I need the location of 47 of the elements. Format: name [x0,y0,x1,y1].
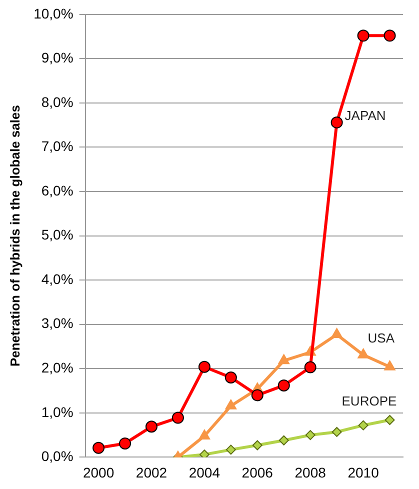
point [225,399,237,410]
point [278,435,289,446]
point [251,389,264,402]
point [332,426,342,437]
point [119,437,132,450]
point [331,328,343,338]
point [198,429,210,440]
point [252,440,262,450]
y-tick-label: 10,0% [34,5,74,22]
x-tick-label: 2004 [188,464,220,480]
series-label: EUROPE [342,394,397,409]
point [384,30,396,42]
point [384,360,396,370]
x-tick-label: 2010 [348,464,380,480]
x-tick-label: 2000 [82,464,114,480]
point [224,371,237,384]
y-tick-label: 4,0% [41,270,74,287]
y-tick-label: 3,0% [41,315,74,332]
point [172,412,184,424]
series-label: USA [368,330,395,346]
y-axis-title: Penetration of hybrids in the globale sales [7,105,22,367]
series-label: JAPAN [344,108,386,124]
point [330,116,343,128]
y-tick-label: 5,0% [41,226,74,243]
point [278,354,290,364]
x-tick-label: 2002 [136,464,168,480]
y-tick-label: 7,0% [41,138,74,154]
point [305,430,316,440]
point [357,30,370,42]
point [199,450,210,458]
point [92,442,105,454]
point [304,361,316,374]
point [145,420,158,433]
y-tick-label: 9,0% [41,50,74,66]
x-tick-label: 2006 [242,464,274,480]
y-tick-label: 8,0% [41,94,74,110]
point [278,379,290,392]
point [226,444,236,455]
y-tick-label: 2,0% [41,360,74,376]
point [384,415,395,426]
y-tick-label: 0,0% [41,448,74,464]
point [358,348,369,358]
point [358,420,368,430]
point [198,360,210,373]
x-tick-label: 2008 [294,464,326,480]
y-tick-label: 1,0% [41,404,74,420]
y-tick-label: 6,0% [41,182,74,198]
